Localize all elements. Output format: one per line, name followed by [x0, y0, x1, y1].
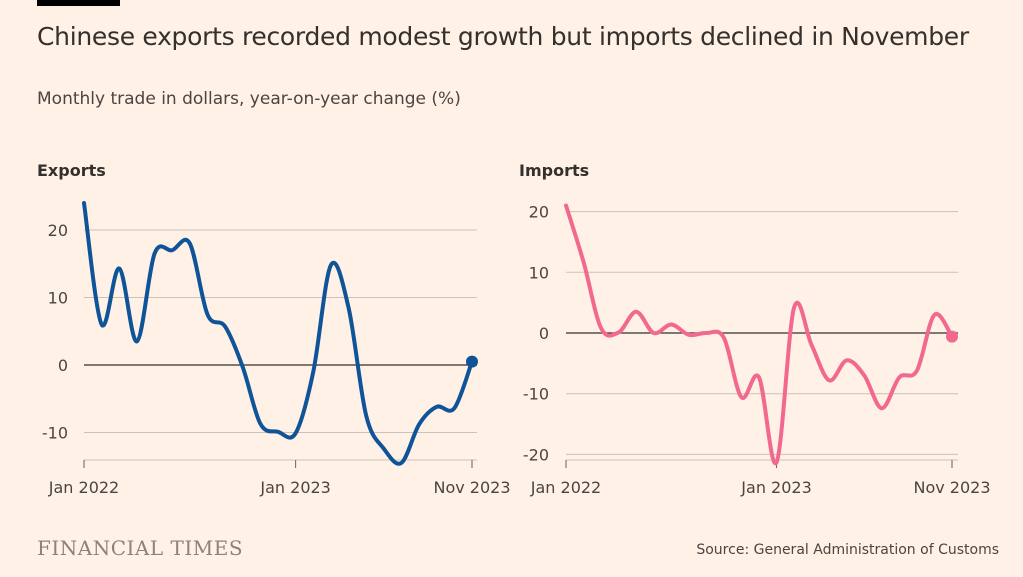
ft-top-bar	[37, 0, 120, 6]
source-note: Source: General Administration of Custom…	[696, 542, 999, 558]
exports-x-tick-label: Jan 2022	[48, 478, 119, 497]
ft-logo: FINANCIAL TIMES	[37, 536, 244, 560]
imports-y-tick-label: 20	[529, 203, 549, 222]
exports-x-tick-label: Jan 2023	[259, 478, 330, 497]
chart-title: Chinese exports recorded modest growth b…	[37, 22, 969, 51]
exports-y-tick-label: 0	[58, 356, 68, 375]
imports-y-tick-label: -10	[523, 385, 549, 404]
exports-y-tick-label: -10	[42, 424, 68, 443]
imports-y-tick-label: 10	[529, 263, 549, 282]
exports-x-tick-label: Nov 2023	[433, 478, 510, 497]
exports-y-tick-label: 10	[48, 289, 68, 308]
imports-x-tick-label: Nov 2023	[913, 478, 990, 497]
imports-latest-point	[946, 330, 958, 343]
imports-x-tick-label: Jan 2023	[740, 478, 811, 497]
exports-series-line	[82, 201, 474, 466]
chart-subtitle: Monthly trade in dollars, year-on-year c…	[37, 89, 461, 109]
imports-y-tick-label: -20	[523, 445, 549, 464]
exports-latest-point	[466, 355, 478, 368]
imports-panel-title: Imports	[519, 161, 590, 180]
imports-y-tick-label: 0	[539, 324, 549, 343]
imports-series-line	[564, 203, 954, 466]
imports-x-tick-label: Jan 2022	[530, 478, 601, 497]
exports-y-tick-label: 20	[48, 221, 68, 240]
exports-panel-title: Exports	[37, 161, 106, 180]
